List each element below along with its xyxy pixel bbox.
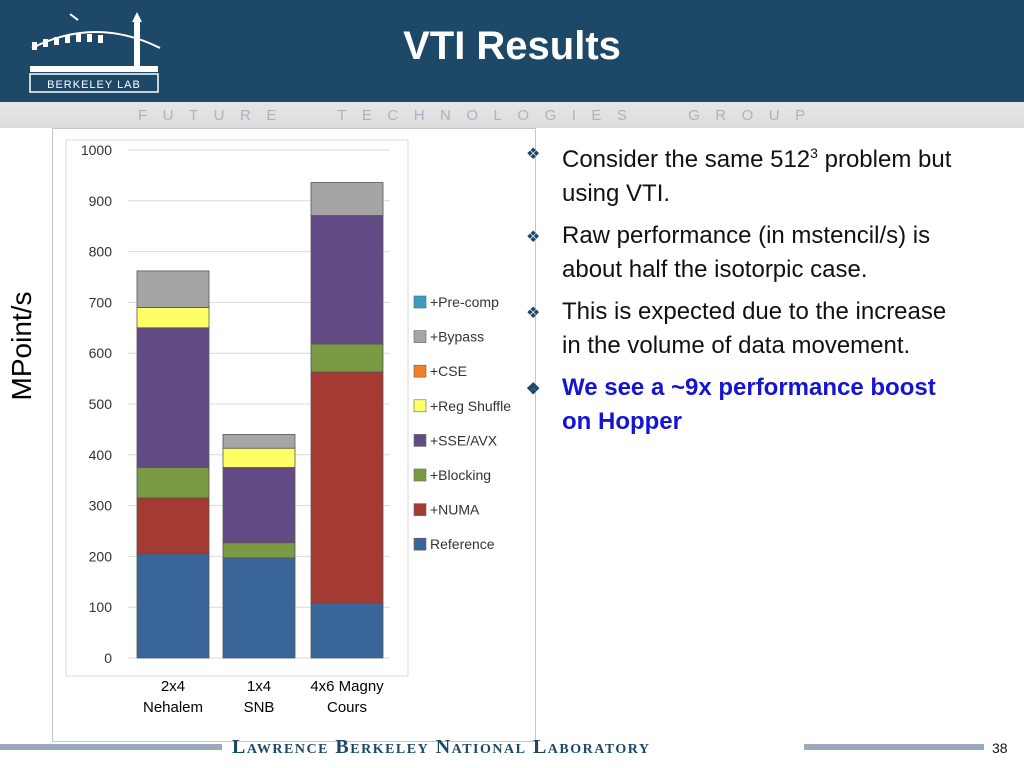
bullet-item: ❖ Consider the same 5123 problem but usin… <box>524 136 964 211</box>
diamond-bullet-icon: ❖ <box>526 146 541 163</box>
footer-lab-name: Lawrence Berkeley National Laboratory <box>232 736 651 758</box>
footer-rule-left <box>0 744 222 750</box>
slide-title: VTI Results <box>403 24 621 68</box>
bullet-text-after: problem but using VTI. <box>562 146 952 207</box>
bullet-superscript: 3 <box>810 145 818 161</box>
bullet-text: We see a ~9x performance boost on Hopper <box>562 374 936 435</box>
bullet-text: Raw performance (in mstencil/s) is about… <box>562 222 931 283</box>
slide-header: BERKELEY LAB VTI Results <box>0 0 1024 102</box>
bullet-item: ❖ Raw performance (in mstencil/s) is abou… <box>524 219 964 287</box>
berkeley-lab-logo: BERKELEY LAB <box>29 12 161 93</box>
bullet-text: This is expected due to the increase in … <box>562 298 947 359</box>
chart-frame <box>52 128 536 742</box>
bullet-text: Consider the same 512 <box>562 146 811 173</box>
group-banner: FUTURE TECHNOLOGIES GROUP <box>0 102 1024 128</box>
diamond-bullet-icon: ❖ <box>526 305 541 322</box>
bullet-list: ❖ Consider the same 5123 problem but usin… <box>524 136 964 447</box>
bullet-item: ❖ This is expected due to the increase in… <box>524 295 964 363</box>
footer-rule-right <box>804 744 984 750</box>
logo-text: BERKELEY LAB <box>47 79 141 91</box>
diamond-bullet-icon: ❖ <box>526 381 541 398</box>
y-axis-label: MPoint/s <box>6 291 37 401</box>
group-banner-text: FUTURE TECHNOLOGIES GROUP <box>138 107 821 124</box>
diamond-bullet-icon: ❖ <box>526 229 541 246</box>
bullet-item-highlight: ❖ We see a ~9x performance boost on Hoppe… <box>524 371 964 439</box>
page-number: 38 <box>992 740 1008 756</box>
